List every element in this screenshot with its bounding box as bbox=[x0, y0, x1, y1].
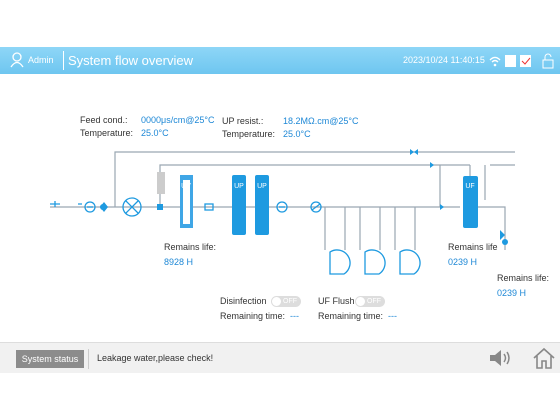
control-label: UF Flush bbox=[318, 296, 355, 306]
time-label: Remaining time: bbox=[318, 311, 384, 321]
feed-cond-value: 0000μs/cm@25°C bbox=[141, 115, 215, 125]
footer-bar: System status Leakage water,please check… bbox=[0, 342, 560, 373]
user-name[interactable]: Admin bbox=[28, 55, 54, 65]
flow-shape bbox=[100, 204, 106, 210]
flow-shape bbox=[183, 180, 190, 224]
flow-shape bbox=[502, 239, 508, 245]
icon-shape bbox=[521, 57, 531, 65]
flow-diagram: UV UP UP UF bbox=[50, 149, 515, 275]
status-icons bbox=[489, 53, 554, 69]
time-value: --- bbox=[388, 311, 397, 321]
user-icon bbox=[10, 52, 24, 68]
uf-label: UF bbox=[465, 183, 474, 190]
icon-shape bbox=[505, 55, 516, 67]
flow-shape bbox=[204, 203, 214, 211]
life-label: Remains life: bbox=[497, 273, 550, 283]
time-label: Remaining time: bbox=[220, 311, 286, 321]
icon-shape bbox=[544, 53, 552, 60]
time-value: --- bbox=[290, 311, 299, 321]
flow-shape bbox=[50, 201, 82, 207]
datetime: 2023/10/24 11:40:15 bbox=[403, 55, 485, 65]
icon-shape bbox=[520, 55, 531, 67]
icon-shape bbox=[493, 63, 497, 67]
flow-shape bbox=[463, 176, 478, 228]
alarm-message: Leakage water,please check! bbox=[97, 353, 214, 363]
life-value: 0239 H bbox=[448, 257, 478, 267]
control-label: Disinfection bbox=[220, 296, 267, 306]
life-label: Remains life bbox=[448, 242, 498, 252]
icon-shape bbox=[10, 61, 24, 68]
icon-shape bbox=[503, 351, 510, 365]
toggle[interactable]: OFF bbox=[355, 296, 385, 307]
separator bbox=[88, 349, 89, 369]
flow-shape bbox=[125, 200, 139, 214]
icon-shape bbox=[489, 56, 501, 63]
toggle[interactable]: OFF bbox=[271, 296, 301, 307]
life-value: 8928 H bbox=[164, 257, 194, 267]
up-temp-label: Temperature: bbox=[222, 129, 276, 139]
status-button[interactable]: System status bbox=[16, 350, 84, 368]
flow-shape bbox=[255, 175, 269, 235]
flow-shape bbox=[100, 149, 508, 245]
flow-shape bbox=[329, 249, 421, 275]
flow-shape bbox=[50, 197, 421, 275]
flow-shape bbox=[50, 151, 515, 250]
up-resist-label: UP resist.: bbox=[222, 116, 264, 126]
feed-cond-label: Feed cond.: bbox=[80, 115, 128, 125]
feed-temp-value: 25.0°C bbox=[141, 128, 169, 138]
up1-label: UP bbox=[234, 183, 244, 190]
flow-shape bbox=[311, 203, 321, 211]
up-resist-value: 18.2MΩ.cm@25°C bbox=[283, 116, 359, 126]
home-button[interactable] bbox=[532, 346, 556, 370]
flow-shape bbox=[276, 201, 288, 213]
separator bbox=[63, 51, 64, 70]
life-label: Remains life: bbox=[164, 242, 217, 252]
uv-label: UV bbox=[181, 183, 191, 190]
up2-label: UP bbox=[257, 183, 267, 190]
flow-shape bbox=[50, 151, 515, 250]
flow-shape bbox=[122, 197, 142, 217]
sound-button[interactable] bbox=[488, 347, 512, 369]
icon-shape bbox=[533, 347, 555, 369]
header-bar: Admin System flow overview 2023/10/24 11… bbox=[0, 47, 560, 74]
page-title: System flow overview bbox=[68, 53, 193, 68]
feed-temp-label: Temperature: bbox=[80, 128, 134, 138]
flow-shape bbox=[100, 149, 505, 240]
flow-shape bbox=[84, 201, 96, 213]
flow-shape bbox=[232, 175, 246, 235]
flow-shape bbox=[157, 172, 165, 194]
life-value: 0239 H bbox=[497, 288, 527, 298]
up-temp-value: 25.0°C bbox=[283, 129, 311, 139]
icon-shape bbox=[490, 350, 501, 366]
icon-shape bbox=[12, 52, 22, 62]
icon-shape bbox=[542, 59, 554, 69]
flow-shape bbox=[310, 201, 322, 213]
